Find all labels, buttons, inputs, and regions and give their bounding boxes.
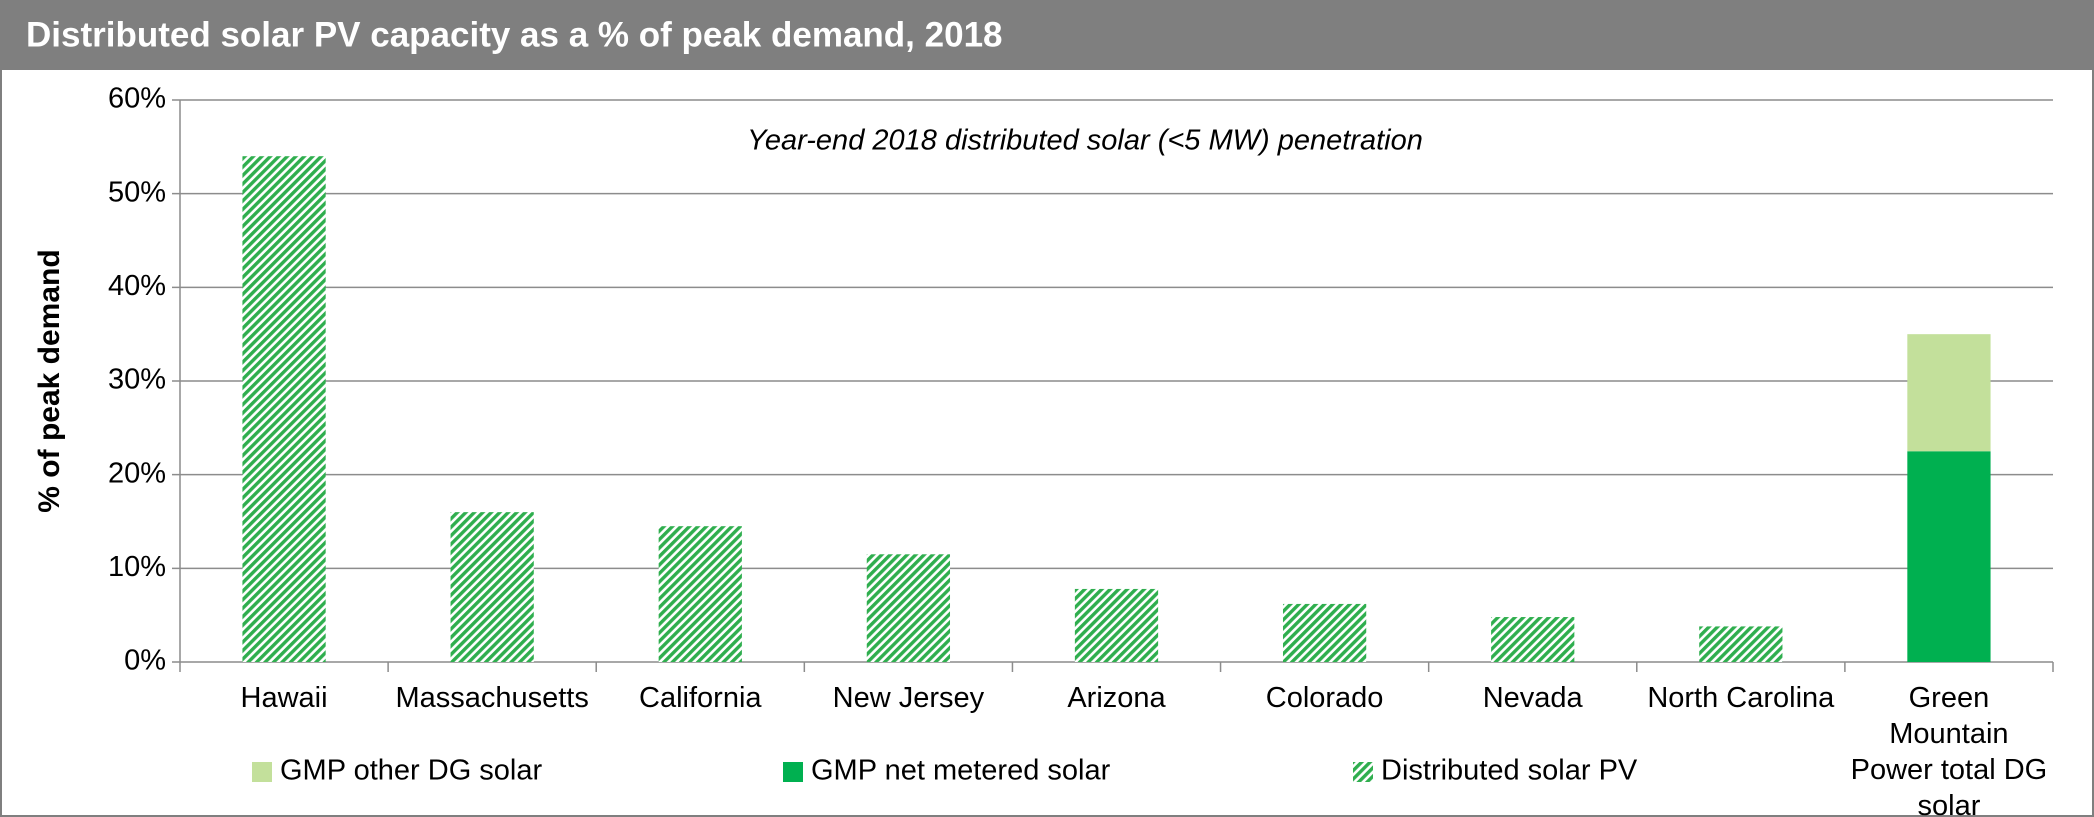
- bar-segment: [1699, 626, 1783, 662]
- y-tick-label: 60%: [108, 83, 166, 115]
- bar-segment: [866, 554, 951, 662]
- bar-segment: [658, 526, 742, 662]
- x-tick-label: Massachusetts: [395, 682, 589, 714]
- bar-segment: [1907, 451, 1991, 662]
- title-bar: [0, 0, 2094, 69]
- y-tick-label: 10%: [108, 551, 166, 583]
- legend-label: GMP other DG solar: [280, 755, 543, 787]
- x-tick-label: Hawaii: [240, 682, 328, 714]
- y-tick-label: 40%: [108, 270, 166, 302]
- bar-segment: [1491, 617, 1575, 662]
- bar-segment: [450, 512, 534, 662]
- legend-swatch: [1353, 762, 1373, 782]
- bar-segment: [1907, 334, 1991, 452]
- chart-title: Distributed solar PV capacity as a % of …: [26, 15, 1003, 54]
- y-tick-label: 0%: [124, 645, 166, 677]
- frame: [0, 68, 2094, 817]
- y-tick-label: 50%: [108, 176, 166, 208]
- x-tick-label: California: [639, 682, 762, 714]
- x-tick-label: North Carolina: [1647, 682, 1835, 714]
- x-tick-label: Nevada: [1482, 682, 1583, 714]
- legend-swatch: [252, 762, 272, 782]
- legend-label: GMP net metered solar: [811, 755, 1111, 787]
- bar-segment: [242, 156, 326, 662]
- legend-label: Distributed solar PV: [1381, 755, 1638, 787]
- y-axis-label: % of peak demand: [33, 249, 66, 512]
- x-tick-label: Green Mountain Power total DG solar: [1850, 682, 2048, 817]
- y-tick-label: 30%: [108, 364, 166, 396]
- bar-segment: [1282, 603, 1367, 662]
- x-tick-label: Colorado: [1265, 682, 1384, 714]
- bar-segment: [1074, 588, 1159, 662]
- x-tick-label: Arizona: [1067, 682, 1166, 714]
- annotation: Year-end 2018 distributed solar (<5 MW) …: [747, 125, 1423, 157]
- x-tick-label: New Jersey: [832, 682, 985, 714]
- y-tick-label: 20%: [108, 457, 166, 489]
- legend-swatch: [783, 762, 803, 782]
